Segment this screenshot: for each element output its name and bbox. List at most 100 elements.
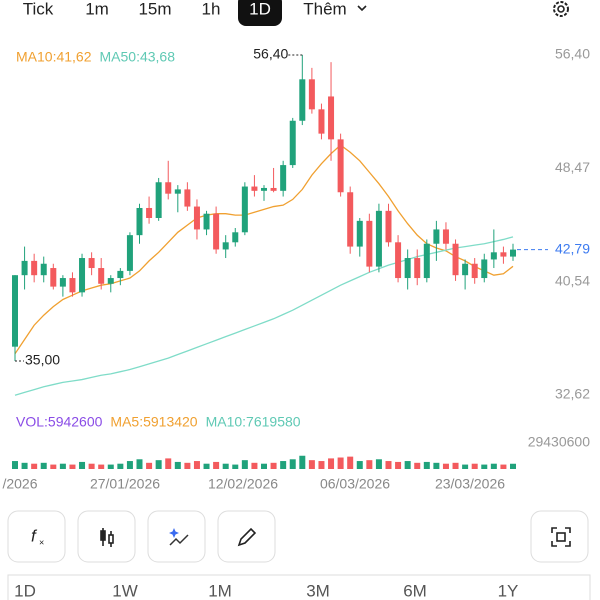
candle-body bbox=[270, 187, 277, 191]
volume-legend: MA10:7619580 bbox=[206, 414, 301, 430]
ma-legend: MA10:41,62 bbox=[16, 49, 92, 65]
candle-body bbox=[203, 213, 210, 230]
volume-bar bbox=[347, 456, 354, 469]
candle-body bbox=[481, 259, 488, 279]
ai-icon bbox=[169, 528, 189, 546]
candle-body bbox=[79, 258, 86, 293]
volume-bar bbox=[184, 462, 191, 469]
candle-body bbox=[347, 192, 354, 247]
volume-bar bbox=[366, 460, 373, 469]
date-label: 06/03/2026 bbox=[320, 476, 390, 492]
candle-body bbox=[423, 243, 430, 279]
candle-body bbox=[193, 206, 200, 230]
candle-body bbox=[126, 235, 133, 271]
candle-body bbox=[117, 270, 124, 279]
timeframe-tab[interactable]: Thêm bbox=[303, 0, 346, 18]
volume-bar bbox=[395, 461, 402, 469]
low-marker-label: 35,00 bbox=[25, 352, 60, 368]
candle-body bbox=[385, 210, 392, 243]
last-price-label: 42,79 bbox=[555, 240, 590, 256]
candle-body bbox=[500, 252, 507, 257]
crop-icon bbox=[551, 527, 571, 547]
volume-bar bbox=[490, 463, 497, 469]
draw-button[interactable] bbox=[217, 510, 276, 563]
volume-bar bbox=[375, 459, 382, 469]
volume-tick-label: 29430600 bbox=[528, 434, 591, 450]
fx-icon-sub: × bbox=[39, 537, 44, 547]
candle-body bbox=[222, 242, 229, 250]
candle-body bbox=[59, 278, 66, 287]
candle-body bbox=[136, 207, 143, 236]
candle-body bbox=[337, 139, 344, 193]
volume-bar bbox=[452, 462, 459, 469]
candle-body bbox=[404, 258, 411, 279]
volume-bar bbox=[328, 458, 335, 469]
candle-body bbox=[328, 96, 335, 140]
candle-icon bbox=[100, 528, 114, 547]
formula-button[interactable] bbox=[7, 510, 66, 563]
volume-bar bbox=[155, 460, 162, 469]
candle-body bbox=[366, 220, 373, 267]
volume-bar bbox=[40, 462, 47, 469]
volume-legend: MA5:5913420 bbox=[110, 414, 197, 430]
y-tick-label: 56,40 bbox=[555, 46, 590, 62]
candle-body bbox=[289, 120, 296, 166]
candle-body bbox=[510, 249, 516, 257]
candle-body bbox=[165, 182, 172, 194]
candle-button[interactable] bbox=[77, 510, 136, 563]
date-label: 27/01/2026 bbox=[90, 476, 160, 492]
range-button[interactable]: 6M bbox=[403, 581, 427, 600]
date-label: 12/02/2026 bbox=[208, 476, 278, 492]
candle-body bbox=[174, 189, 181, 194]
volume-bar bbox=[146, 462, 153, 469]
volume-bar bbox=[203, 463, 210, 469]
timeframe-tab[interactable]: Tick bbox=[23, 0, 54, 18]
volume-bar bbox=[337, 457, 344, 469]
volume-bar bbox=[12, 461, 18, 469]
range-button[interactable]: 1M bbox=[208, 581, 232, 600]
range-button[interactable]: 1Y bbox=[498, 581, 519, 600]
range-button[interactable]: 1D bbox=[14, 581, 36, 600]
high-marker-label: 56,40 bbox=[253, 46, 288, 62]
timeframe-tab[interactable]: 1D bbox=[249, 0, 271, 18]
timeframe-tab[interactable]: 1m bbox=[85, 0, 109, 18]
volume-bar bbox=[423, 461, 430, 469]
volume-bar bbox=[289, 459, 296, 469]
volume-bar bbox=[98, 464, 105, 469]
candle-body bbox=[442, 229, 449, 244]
range-button[interactable]: 3M bbox=[306, 581, 330, 600]
settings-icon[interactable] bbox=[553, 1, 569, 17]
candle-body bbox=[375, 210, 382, 267]
timeframe-tab[interactable]: 1h bbox=[202, 0, 221, 18]
candle-body bbox=[395, 242, 402, 279]
volume-bar bbox=[174, 461, 181, 469]
date-label: 23/03/2026 bbox=[435, 476, 505, 492]
volume-bar bbox=[385, 461, 392, 469]
candle-body bbox=[241, 186, 248, 233]
volume-bar bbox=[299, 455, 306, 469]
range-button[interactable]: 1W bbox=[112, 581, 138, 600]
pen-icon bbox=[237, 527, 257, 547]
volume-bar bbox=[433, 462, 440, 469]
y-tick-label: 40,54 bbox=[555, 272, 590, 288]
range-bar bbox=[7, 574, 591, 600]
volume-bar bbox=[318, 461, 325, 469]
candle-body bbox=[40, 263, 47, 276]
timeframe-tab[interactable]: 15m bbox=[138, 0, 171, 18]
screenshot-button[interactable] bbox=[530, 510, 589, 563]
candle-body bbox=[31, 260, 38, 276]
volume-bar bbox=[510, 463, 516, 469]
tool-buttons bbox=[7, 510, 589, 563]
volume-bar bbox=[222, 463, 229, 469]
candle-body bbox=[471, 263, 478, 279]
volume-bar bbox=[193, 461, 200, 469]
candle-body bbox=[213, 213, 220, 250]
candle-body bbox=[12, 275, 18, 347]
volume-bar bbox=[356, 461, 363, 469]
ai-button[interactable] bbox=[147, 510, 206, 563]
volume-bar bbox=[21, 462, 28, 469]
volume-bar bbox=[481, 464, 488, 469]
volume-bar bbox=[251, 462, 258, 469]
candle-body bbox=[21, 260, 28, 276]
